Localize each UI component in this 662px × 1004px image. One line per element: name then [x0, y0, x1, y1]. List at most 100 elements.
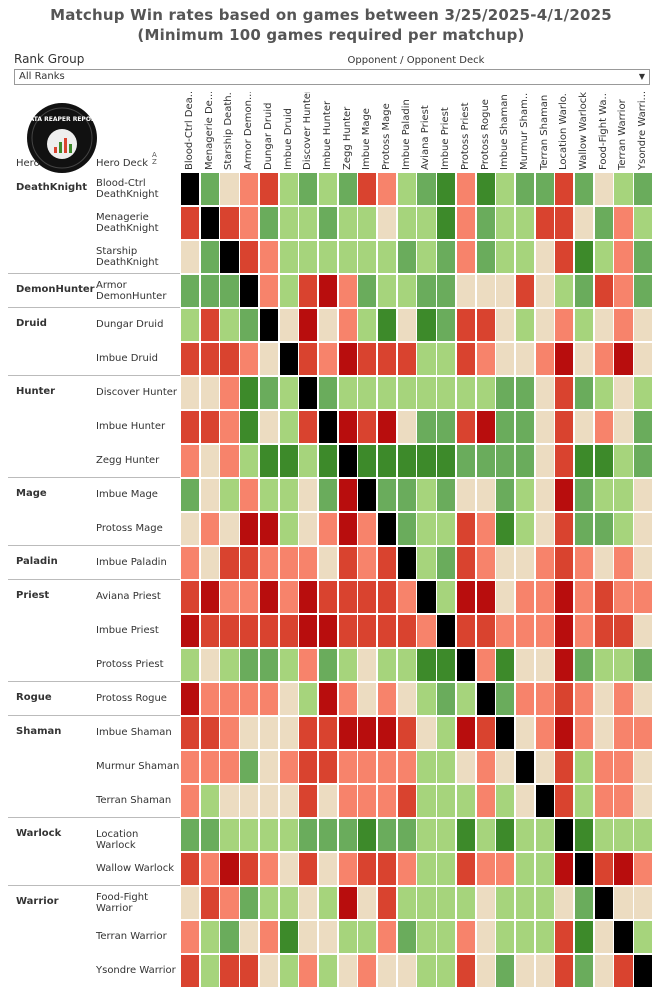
matchup-cell[interactable]: [574, 818, 595, 852]
matchup-cell[interactable]: [278, 750, 299, 784]
matchup-cell[interactable]: [613, 818, 634, 852]
matchup-cell[interactable]: [495, 172, 516, 206]
matchup-cell[interactable]: [574, 240, 595, 274]
matchup-cell[interactable]: [258, 648, 279, 682]
matchup-cell[interactable]: [554, 546, 575, 580]
matchup-cell[interactable]: [258, 580, 279, 614]
matchup-cell[interactable]: [633, 784, 654, 818]
matchup-cell[interactable]: [633, 342, 654, 376]
matchup-cell[interactable]: [495, 240, 516, 274]
matchup-cell[interactable]: [514, 240, 536, 274]
matchup-cell[interactable]: [554, 376, 575, 410]
matchup-cell[interactable]: [436, 682, 457, 716]
matchup-cell[interactable]: [199, 240, 220, 274]
matchup-cell[interactable]: [317, 716, 339, 750]
matchup-cell[interactable]: [298, 614, 319, 648]
matchup-cell[interactable]: [317, 784, 339, 818]
matchup-cell[interactable]: [298, 444, 319, 478]
matchup-cell[interactable]: [298, 172, 319, 206]
matchup-cell[interactable]: [396, 308, 417, 342]
matchup-cell[interactable]: [495, 546, 516, 580]
matchup-cell[interactable]: [633, 682, 654, 716]
matchup-cell[interactable]: [377, 410, 398, 444]
matchup-cell[interactable]: [495, 920, 516, 954]
matchup-cell[interactable]: [199, 580, 220, 614]
matchup-cell[interactable]: [180, 342, 201, 376]
matchup-cell[interactable]: [239, 580, 260, 614]
matchup-cell[interactable]: [455, 920, 476, 954]
matchup-cell[interactable]: [554, 206, 575, 240]
matchup-cell[interactable]: [613, 410, 634, 444]
matchup-cell[interactable]: [455, 546, 476, 580]
matchup-cell[interactable]: [475, 240, 496, 274]
matchup-cell[interactable]: [337, 410, 358, 444]
matchup-cell[interactable]: [199, 920, 220, 954]
matchup-cell[interactable]: [180, 614, 201, 648]
matchup-cell[interactable]: [180, 512, 201, 546]
matchup-cell[interactable]: [298, 954, 319, 988]
matchup-cell[interactable]: [239, 240, 260, 274]
matchup-cell[interactable]: [377, 784, 398, 818]
matchup-cell[interactable]: [337, 376, 358, 410]
matchup-cell[interactable]: [317, 274, 339, 308]
matchup-cell[interactable]: [219, 852, 240, 886]
matchup-cell[interactable]: [534, 818, 555, 852]
matchup-cell[interactable]: [199, 716, 220, 750]
matchup-cell[interactable]: [219, 954, 240, 988]
matchup-cell[interactable]: [455, 308, 476, 342]
matchup-cell[interactable]: [258, 852, 279, 886]
matchup-cell[interactable]: [298, 240, 319, 274]
matchup-cell[interactable]: [613, 206, 634, 240]
matchup-cell[interactable]: [239, 648, 260, 682]
matchup-cell[interactable]: [436, 716, 457, 750]
matchup-cell[interactable]: [396, 750, 417, 784]
matchup-cell[interactable]: [239, 920, 260, 954]
matchup-cell[interactable]: [219, 716, 240, 750]
matchup-cell[interactable]: [219, 614, 240, 648]
matchup-cell[interactable]: [475, 172, 496, 206]
matchup-cell[interactable]: [396, 852, 417, 886]
matchup-cell[interactable]: [613, 852, 634, 886]
matchup-cell[interactable]: [416, 954, 437, 988]
matchup-cell[interactable]: [317, 410, 339, 444]
matchup-cell[interactable]: [239, 954, 260, 988]
matchup-cell[interactable]: [574, 172, 595, 206]
matchup-cell[interactable]: [337, 308, 358, 342]
matchup-cell[interactable]: [337, 240, 358, 274]
matchup-cell[interactable]: [357, 580, 378, 614]
matchup-cell[interactable]: [396, 886, 417, 920]
matchup-cell[interactable]: [357, 478, 378, 512]
matchup-cell[interactable]: [534, 580, 555, 614]
matchup-cell[interactable]: [377, 852, 398, 886]
matchup-cell[interactable]: [199, 614, 220, 648]
matchup-cell[interactable]: [455, 172, 476, 206]
matchup-cell[interactable]: [574, 274, 595, 308]
matchup-cell[interactable]: [593, 818, 614, 852]
matchup-cell[interactable]: [613, 614, 634, 648]
matchup-cell[interactable]: [416, 274, 437, 308]
matchup-cell[interactable]: [258, 274, 279, 308]
matchup-cell[interactable]: [278, 342, 299, 376]
matchup-cell[interactable]: [396, 614, 417, 648]
matchup-cell[interactable]: [593, 376, 614, 410]
matchup-cell[interactable]: [416, 410, 437, 444]
matchup-cell[interactable]: [199, 376, 220, 410]
matchup-cell[interactable]: [258, 818, 279, 852]
matchup-cell[interactable]: [298, 274, 319, 308]
matchup-cell[interactable]: [475, 342, 496, 376]
matchup-cell[interactable]: [377, 478, 398, 512]
matchup-cell[interactable]: [239, 784, 260, 818]
matchup-cell[interactable]: [534, 920, 555, 954]
matchup-cell[interactable]: [357, 444, 378, 478]
matchup-cell[interactable]: [416, 750, 437, 784]
matchup-cell[interactable]: [278, 920, 299, 954]
matchup-cell[interactable]: [239, 818, 260, 852]
matchup-cell[interactable]: [633, 206, 654, 240]
matchup-cell[interactable]: [613, 172, 634, 206]
matchup-cell[interactable]: [613, 274, 634, 308]
matchup-cell[interactable]: [514, 716, 536, 750]
matchup-cell[interactable]: [534, 206, 555, 240]
matchup-cell[interactable]: [554, 172, 575, 206]
matchup-cell[interactable]: [455, 206, 476, 240]
matchup-cell[interactable]: [258, 784, 279, 818]
